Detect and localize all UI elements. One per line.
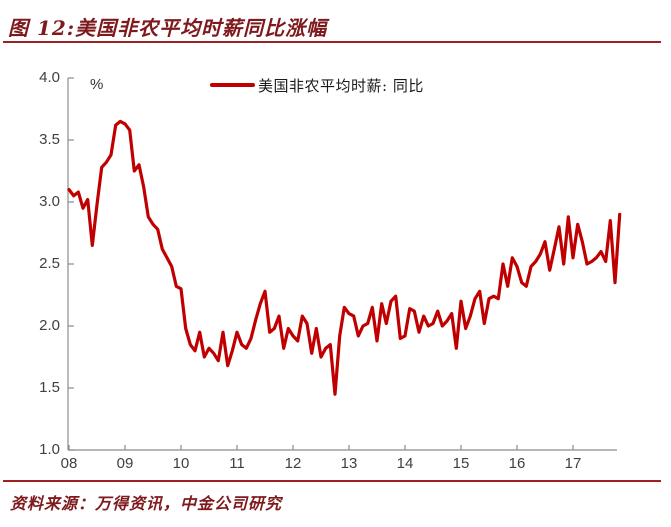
x-tick-label: 15 (452, 455, 470, 472)
y-tick-label: 2.5 (39, 255, 60, 272)
x-tick-label: 13 (340, 455, 358, 472)
x-tick-label: 14 (396, 455, 414, 472)
x-tick-label: 16 (508, 455, 526, 472)
legend-line-swatch (210, 82, 255, 88)
x-tick-label: 08 (60, 455, 78, 472)
chart-legend: 美国非农平均时薪: 同比 (210, 76, 424, 95)
source-note: 资料来源：万得资讯，中金公司研究 (10, 494, 283, 513)
axis-ticks (68, 77, 574, 451)
footer-divider (3, 480, 661, 482)
x-tick-label: 17 (564, 455, 582, 472)
y-tick-label: 1.5 (39, 379, 60, 396)
y-axis-unit-label: % (90, 76, 104, 93)
x-tick-label: 10 (172, 455, 190, 472)
wage-yoy-series-line (67, 119, 622, 396)
y-tick-label: 4.0 (39, 69, 60, 86)
y-tick-label: 1.0 (39, 441, 60, 458)
x-tick-label: 12 (284, 455, 302, 472)
x-tick-label: 09 (116, 455, 134, 472)
title-divider (3, 41, 661, 43)
y-tick-label: 2.0 (39, 317, 60, 334)
x-tick-label: 11 (229, 455, 245, 472)
legend-series-label: 美国非农平均时薪: 同比 (258, 76, 424, 95)
y-tick-label: 3.5 (39, 131, 60, 148)
chart-title: 图 12:美国非农平均时薪同比涨幅 (8, 16, 328, 40)
y-tick-label: 3.0 (39, 193, 60, 210)
